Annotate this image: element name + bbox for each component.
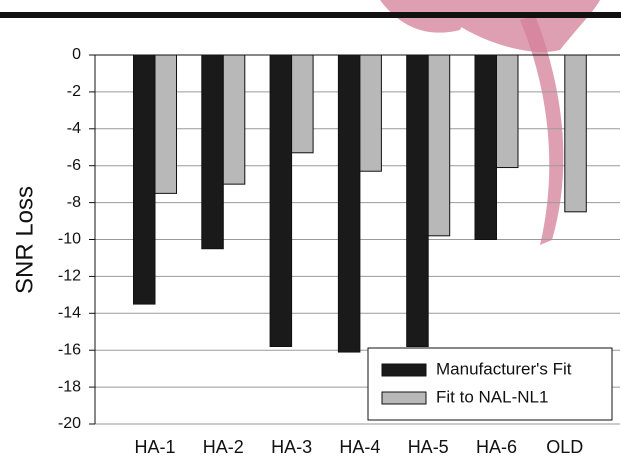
- watermark-ribbon: [380, 0, 600, 52]
- y-axis-label: SNR Loss: [11, 186, 38, 294]
- y-tick-label: -20: [58, 415, 81, 432]
- x-tick-label: HA-4: [339, 437, 380, 457]
- y-tick-label: -18: [58, 378, 81, 395]
- bar: [133, 54, 156, 305]
- watermark-ribbon-tail: [520, 15, 564, 245]
- bar: [154, 54, 177, 194]
- y-tick-label: 0: [72, 46, 81, 63]
- x-tick-label: OLD: [546, 437, 583, 457]
- y-tick-label: -8: [67, 194, 81, 211]
- y-tick-label: -10: [58, 231, 81, 248]
- bar: [474, 54, 497, 240]
- legend-swatch: [381, 363, 427, 377]
- legend-label: Fit to NAL-NL1: [436, 387, 548, 406]
- x-tick-label: HA-3: [271, 437, 312, 457]
- bar: [222, 54, 246, 185]
- y-tick-label: -2: [67, 83, 81, 100]
- bar: [427, 54, 451, 237]
- bar: [201, 54, 224, 250]
- bar: [406, 54, 429, 348]
- legend-box: [367, 347, 613, 421]
- y-tick-label: -6: [67, 157, 81, 174]
- legend-label: Manufacturer's Fit: [436, 359, 572, 378]
- y-tick-label: -16: [58, 341, 81, 358]
- bar: [337, 54, 361, 353]
- y-tick-label: -12: [58, 268, 81, 285]
- bar: [496, 54, 519, 169]
- legend-swatch: [381, 391, 427, 405]
- bar: [359, 54, 382, 172]
- top-rule: [0, 12, 621, 18]
- x-tick-label: HA-1: [134, 437, 175, 457]
- x-tick-label: HA-2: [203, 437, 244, 457]
- y-tick-label: -4: [67, 120, 81, 137]
- y-tick-label: -14: [58, 305, 81, 322]
- x-tick-label: HA-5: [408, 437, 449, 457]
- bar: [269, 54, 293, 348]
- bar: [564, 54, 587, 213]
- bar: [291, 54, 314, 154]
- x-tick-label: HA-6: [476, 437, 517, 457]
